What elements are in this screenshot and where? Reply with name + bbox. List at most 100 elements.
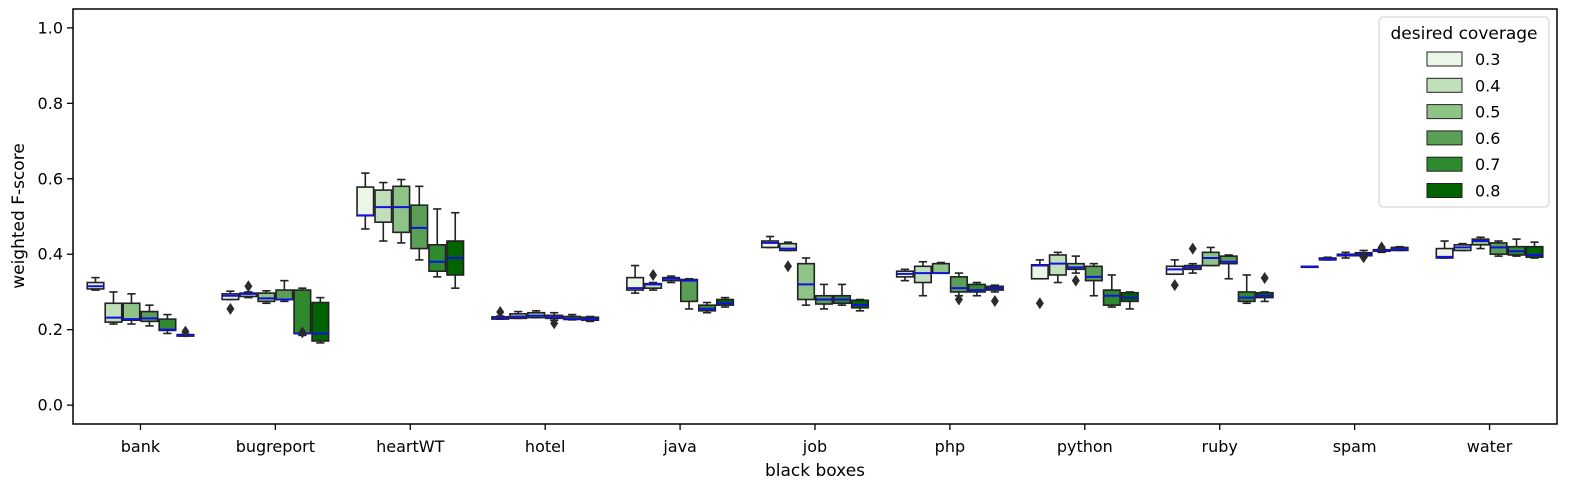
legend-entry-label: 0.8 [1475,182,1500,201]
box-body [1102,289,1121,306]
outlier-point [1035,297,1044,310]
x-tick-label: heartWT [376,437,444,456]
plot-marks [86,172,1544,344]
series-0.5 [122,178,1490,325]
series-0.4 [104,181,1472,325]
box-bugreport-0.8 [311,296,330,344]
x-tick-label: python [1057,437,1113,456]
box-body [1435,247,1454,259]
box-java-0.3 [626,264,645,294]
box-bugreport-0.5 [257,290,276,305]
outlier-point [298,326,307,339]
outlier-point [550,317,559,330]
legend-entry-label: 0.6 [1475,129,1500,148]
legend-entry-label: 0.5 [1475,103,1500,122]
outlier-point [244,280,253,293]
box-water-0.7 [1507,238,1526,257]
x-axis: bank bugreport heartWT hotel java job php pytho… [121,424,1513,456]
outlier-point [784,260,793,273]
box-body [104,302,123,323]
legend-frame [1378,16,1550,208]
box-job-0.8 [850,298,870,312]
box-heartWT-0.5 [392,178,411,244]
legend-swatch [1426,51,1463,67]
x-tick-label: spam [1333,437,1377,456]
box-python-0.4 [1048,251,1067,284]
box-bank-0.6 [140,304,159,327]
box-hotel-0.5 [527,310,546,319]
box-job-0.4 [778,241,798,273]
x-axis-label: black boxes [765,461,865,481]
outlier-point [990,295,999,308]
box-job-0.6 [814,283,834,310]
x-tick-label: bank [121,437,161,456]
box-body [680,278,699,303]
outlier-point [1188,242,1197,255]
box-python-0.6 [1084,262,1103,297]
box-python-0.5 [1066,255,1085,287]
box-body [356,186,375,217]
box-body [275,289,294,301]
box-php-0.4 [913,260,933,297]
outlier-point [1377,241,1386,254]
x-tick-label: job [802,437,827,456]
x-tick-label: php [935,437,965,456]
box-spam-0.8 [1390,245,1409,252]
y-axis-label: weighted F-score [9,143,29,289]
box-bugreport-0.4 [239,280,258,299]
legend-title: desired coverage [1390,24,1537,44]
box-java-0.6 [680,277,699,310]
box-spam-0.6 [1354,249,1373,264]
box-spam-0.7 [1372,241,1391,254]
x-tick-label: ruby [1202,437,1238,456]
y-tick-label: 0.2 [38,320,63,339]
box-job-0.3 [760,235,780,249]
y-tick-label: 1.0 [38,18,63,37]
y-axis: 0.0 0.2 0.4 0.6 0.8 1.0 [38,18,73,415]
box-body [949,276,968,293]
box-body [967,283,986,293]
box-body [140,310,159,323]
box-body [1219,255,1238,265]
legend-swatch [1426,77,1463,93]
outlier-point [1071,274,1080,287]
box-bank-0.8 [176,325,195,338]
box-php-0.5 [931,261,950,275]
box-bank-0.7 [158,313,177,335]
series-0.8 [176,211,1544,344]
box-hotel-0.6 [545,311,564,330]
box-bugreport-0.6 [275,279,294,303]
box-body [1525,245,1544,259]
box-spam-0.3 [1300,265,1319,269]
outlier-point [1260,271,1269,284]
box-body [913,265,933,284]
box-body [1489,242,1508,256]
box-ruby-0.4 [1183,242,1202,274]
box-body [796,262,816,301]
box-bank-0.4 [104,291,123,325]
box-ruby-0.6 [1219,254,1238,280]
box-body [626,276,645,291]
y-tick-label: 0.8 [38,94,63,113]
legend-entry-label: 0.7 [1475,155,1500,174]
outlier-point [226,302,235,315]
box-java-0.8 [715,296,735,308]
outlier-point [649,268,658,281]
box-heartWT-0.7 [428,208,447,278]
box-body [1030,263,1049,280]
box-java-0.7 [697,301,717,314]
box-water-0.4 [1453,242,1472,252]
box-python-0.8 [1120,291,1139,310]
box-java-0.4 [644,268,663,291]
box-php-0.3 [895,268,915,282]
x-tick-label: hotel [525,437,566,456]
box-python-0.7 [1102,274,1121,308]
box-php-0.7 [967,281,986,297]
legend-entry-label: 0.4 [1475,76,1500,95]
box-heartWT-0.4 [374,181,393,242]
box-body [850,299,870,309]
x-tick-label: java [662,437,697,456]
box-body [760,240,780,249]
box-bugreport-0.3 [221,290,240,315]
box-job-0.5 [796,257,816,306]
